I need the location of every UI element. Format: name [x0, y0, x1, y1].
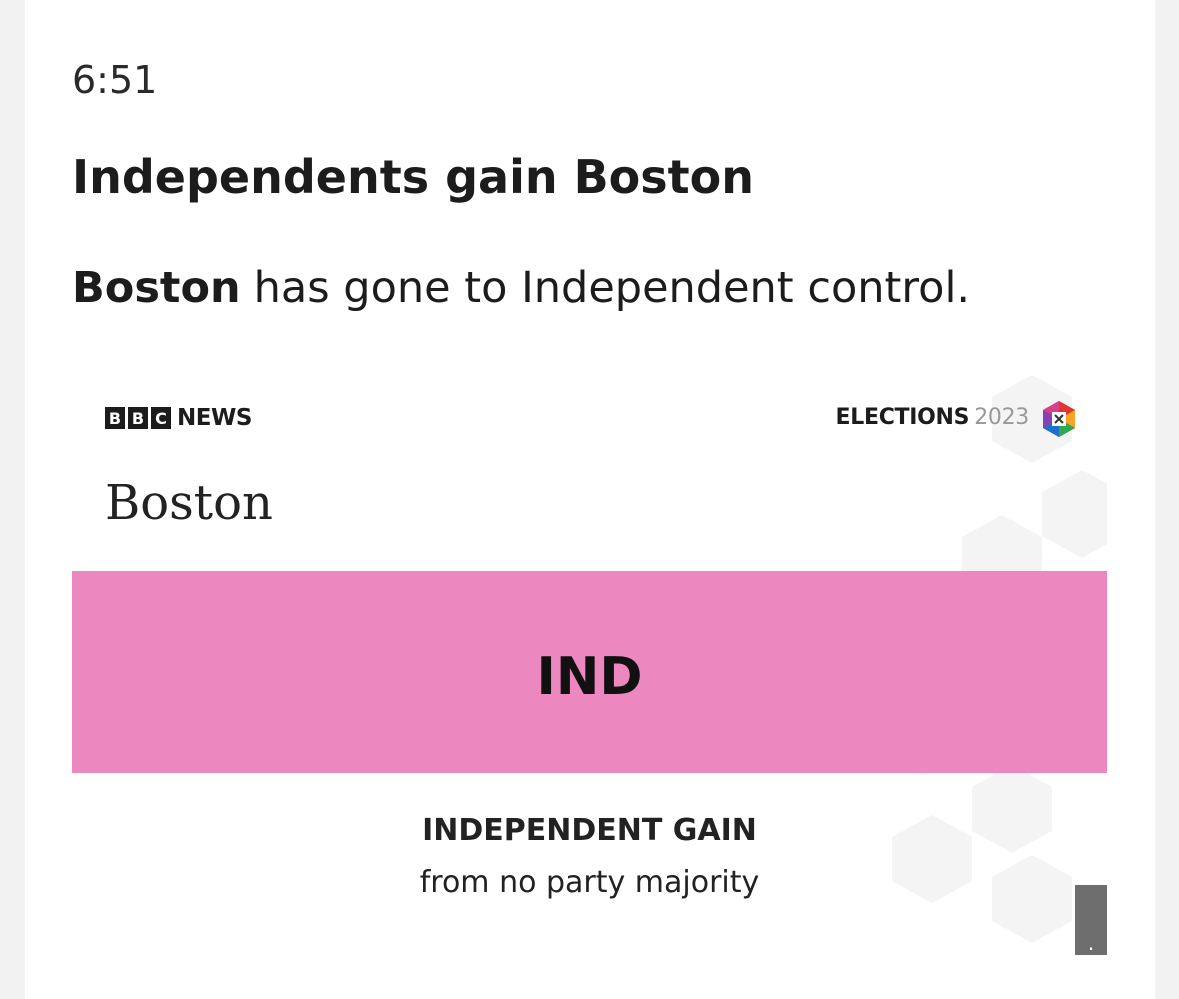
bbc-news-logo: B B C NEWS — [105, 405, 252, 431]
event-year: 2023 — [974, 405, 1029, 430]
post-summary: Boston has gone to Independent control. — [72, 263, 970, 313]
event-name: ELECTIONS — [835, 405, 970, 430]
logo-name: NEWS — [177, 405, 252, 431]
event-label: ELECTIONS 2023 — [835, 405, 1030, 430]
party-band — [72, 571, 1107, 773]
logo-letter: B — [128, 407, 148, 429]
caption-toggle[interactable]: . — [1075, 885, 1107, 955]
result-detail: from no party majority — [419, 865, 760, 900]
post-headline: Independents gain Boston — [72, 150, 755, 204]
logo-letter: C — [151, 407, 171, 429]
summary-bold: Boston — [72, 263, 241, 313]
result-text: INDEPENDENT GAIN — [422, 813, 757, 848]
elections-logo — [1043, 401, 1075, 437]
post-time: 6:51 — [72, 58, 158, 102]
logo-letter: B — [105, 407, 125, 429]
summary-text: has gone to Independent control. — [253, 263, 971, 313]
place-name: Boston — [105, 475, 273, 531]
result-image: B B C NEWS ELECTIONS 2023 Boston IND INDE… — [72, 375, 1107, 955]
party-code: IND — [536, 647, 643, 707]
